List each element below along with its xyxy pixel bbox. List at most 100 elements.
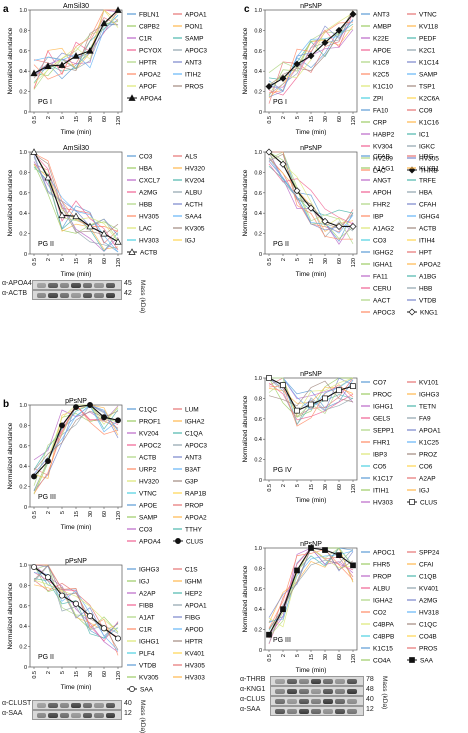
legend-entry: FIBB bbox=[139, 603, 153, 610]
y-axis-label: Normalized abundance bbox=[7, 27, 14, 94]
x-axis-label: Time (min) bbox=[61, 129, 92, 136]
highlight-point bbox=[308, 545, 314, 551]
legend-highlight-marker bbox=[409, 657, 415, 663]
legend-entry: RAP1B bbox=[185, 491, 206, 498]
x-tick-label: 60 bbox=[337, 258, 343, 264]
y-axis-label: Normalized abundance bbox=[242, 395, 249, 462]
blot-band bbox=[311, 689, 321, 694]
legend-entry: C1R bbox=[139, 36, 152, 43]
series-line bbox=[268, 157, 354, 234]
blot-band bbox=[37, 703, 47, 708]
legend-highlight-entry: KNG1 bbox=[420, 310, 438, 317]
legend-entry: APOE bbox=[373, 48, 392, 55]
legend-entry: FA10 bbox=[373, 108, 389, 115]
legend-entry: A2AP bbox=[139, 591, 156, 598]
y-tick-label: 0.6 bbox=[19, 444, 27, 450]
blot-strip bbox=[270, 686, 364, 696]
highlight-point bbox=[294, 567, 300, 574]
blot-band bbox=[48, 703, 58, 708]
chart-panel-5: b pPsNP 0 0.2 0.4 0.6 0.8 1.0 Normalized abundan… bbox=[3, 398, 207, 546]
x-tick-label: 2 bbox=[281, 654, 287, 657]
blot-band bbox=[299, 679, 309, 684]
y-tick-label: 0.8 bbox=[19, 170, 27, 176]
x-tick-label: 2 bbox=[281, 484, 287, 487]
series-line bbox=[268, 377, 354, 412]
x-axis-label: Time (min) bbox=[296, 129, 327, 136]
legend-entry: CO3 bbox=[139, 154, 153, 161]
legend-entry: IGHG1 bbox=[139, 639, 160, 646]
x-tick-label: 60 bbox=[337, 116, 343, 122]
series-line bbox=[33, 564, 119, 637]
x-tick-label: 5 bbox=[60, 116, 66, 119]
legend-entry: A1AT bbox=[139, 615, 155, 622]
x-tick-label: 0.5 bbox=[32, 116, 38, 124]
y-tick-label: 1.0 bbox=[19, 8, 27, 14]
x-axis-label: Time (min) bbox=[296, 667, 327, 674]
legend-entry: APOH bbox=[373, 190, 392, 197]
legend-entry: VTNC bbox=[139, 491, 157, 498]
blot-band bbox=[347, 709, 357, 714]
legend-entry: PEDF bbox=[419, 36, 436, 43]
x-tick-label: 60 bbox=[102, 258, 108, 264]
y-tick-label: 1.0 bbox=[19, 403, 27, 409]
x-axis-label: Time (min) bbox=[296, 271, 327, 278]
blot-antibody-label: α-CLUS bbox=[240, 696, 266, 703]
blot-band bbox=[275, 689, 285, 694]
highlight-point bbox=[31, 473, 37, 480]
series-line bbox=[268, 378, 354, 426]
x-tick-label: 120 bbox=[351, 258, 357, 267]
blot-band bbox=[82, 703, 93, 708]
highlight-point bbox=[321, 217, 329, 225]
legend-entry: VTNC bbox=[419, 12, 437, 19]
highlight-point bbox=[350, 383, 356, 390]
x-tick-label: 2 bbox=[46, 671, 52, 674]
highlight-point bbox=[335, 222, 343, 230]
blot-band bbox=[94, 283, 104, 288]
highlight-point bbox=[59, 592, 65, 599]
legend-entry: FHR5 bbox=[373, 562, 390, 569]
blot-band bbox=[105, 703, 115, 708]
legend-entry: K2C1 bbox=[419, 48, 436, 55]
legend-entry: CFAH bbox=[419, 202, 437, 209]
legend-entry: KV118 bbox=[419, 24, 438, 31]
legend-entry: KLKB1 bbox=[419, 166, 440, 173]
series-line bbox=[33, 163, 119, 234]
x-tick-label: 15 bbox=[74, 116, 80, 122]
y-tick-label: 0.8 bbox=[254, 170, 262, 176]
legend-entry: C1QA bbox=[185, 431, 203, 438]
y-tick-label: 0.8 bbox=[254, 566, 262, 572]
legend-entry: CO2 bbox=[373, 610, 387, 617]
blot-band bbox=[37, 293, 47, 298]
series-line bbox=[33, 156, 119, 250]
legend-entry: CFAI bbox=[419, 562, 434, 569]
x-tick-label: 30 bbox=[88, 258, 94, 264]
y-tick-label: 0.8 bbox=[19, 28, 27, 34]
legend-entry: HEP2 bbox=[185, 591, 202, 598]
blot-band bbox=[37, 283, 47, 288]
legend-entry: SAMP bbox=[139, 515, 157, 522]
legend-highlight-entry: THRB bbox=[420, 168, 438, 175]
x-tick-label: 2 bbox=[281, 116, 287, 119]
legend-entry: ANGT bbox=[373, 178, 391, 185]
group-label: PG III bbox=[38, 494, 56, 501]
legend-entry: APOA4 bbox=[139, 539, 161, 546]
highlight-point bbox=[322, 547, 328, 553]
legend-entry: K1C9 bbox=[373, 60, 390, 67]
legend-entry: KV401 bbox=[185, 651, 205, 658]
blot-band bbox=[275, 709, 285, 714]
x-tick-label: 0.5 bbox=[32, 258, 38, 266]
y-tick-label: 0.6 bbox=[19, 604, 27, 610]
legend-entry: HV303 bbox=[139, 238, 159, 245]
chart-panel-7: pPsNP 0 0.2 0.4 0.6 0.8 1.0 Normalized abundanc… bbox=[7, 558, 207, 694]
y-axis-label: Normalized abundance bbox=[242, 169, 249, 236]
legend-entry: ALBU bbox=[373, 586, 390, 593]
plot-frame bbox=[29, 151, 123, 255]
highlight-point bbox=[265, 148, 273, 156]
legend-entry: IGHG3 bbox=[139, 567, 160, 574]
legend-entry: KV304 bbox=[373, 144, 393, 151]
blot-band bbox=[323, 679, 333, 684]
legend-entry: A1AG1 bbox=[373, 166, 394, 173]
x-tick-label: 60 bbox=[337, 654, 343, 660]
x-tick-label: 15 bbox=[309, 116, 315, 122]
blot-mass-title: Mass (kDa) bbox=[139, 700, 146, 733]
